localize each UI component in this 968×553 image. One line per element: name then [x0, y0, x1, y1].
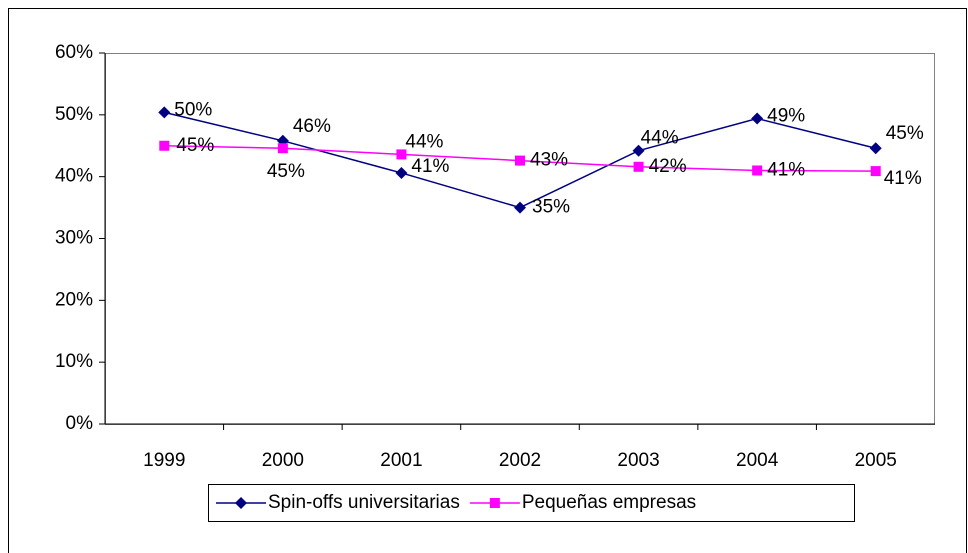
marker — [515, 155, 525, 166]
marker — [514, 201, 526, 214]
marker — [870, 166, 881, 177]
marker — [277, 143, 288, 154]
marker — [633, 161, 644, 172]
marker — [751, 112, 764, 125]
value-label: 44% — [405, 131, 443, 152]
y-tick-label: 30% — [55, 228, 93, 249]
value-label: 44% — [641, 128, 679, 149]
marker — [752, 165, 763, 176]
value-label: 41% — [411, 156, 449, 177]
x-tick-label: 2000 — [262, 450, 304, 471]
x-tick-label: 2003 — [617, 450, 659, 471]
value-label: 45% — [176, 135, 214, 156]
y-tick-label: 0% — [66, 413, 94, 434]
legend-label: Spin-offs universitarias — [268, 492, 460, 513]
y-tick-label: 10% — [55, 351, 93, 372]
legend-marker — [489, 498, 500, 508]
x-tick-label: 1999 — [143, 450, 185, 471]
marker — [632, 144, 645, 157]
y-tick-label: 50% — [55, 104, 93, 125]
marker — [869, 142, 882, 155]
y-tick-label: 20% — [55, 289, 93, 310]
legend — [208, 484, 855, 522]
value-label: 42% — [649, 156, 687, 177]
y-tick-label: 40% — [55, 166, 93, 187]
value-label: 45% — [886, 123, 924, 144]
marker — [158, 106, 171, 119]
value-label: 41% — [884, 168, 922, 189]
x-tick-label: 2002 — [499, 450, 541, 471]
x-tick-label: 2001 — [380, 450, 422, 471]
value-label: 41% — [767, 159, 805, 180]
marker — [396, 149, 407, 160]
marker — [159, 140, 170, 151]
x-tick-label: 2005 — [855, 450, 897, 471]
value-label: 45% — [267, 161, 305, 182]
legend-marker — [235, 497, 247, 509]
marker — [395, 166, 408, 179]
legend-label: Pequeñas empresas — [522, 492, 696, 513]
value-label: 50% — [174, 99, 212, 120]
plot-area — [105, 53, 935, 425]
value-label: 35% — [532, 197, 570, 218]
x-tick-label: 2004 — [736, 450, 779, 471]
y-tick-label: 60% — [55, 42, 93, 63]
value-label: 43% — [530, 150, 568, 171]
value-label: 46% — [293, 116, 331, 137]
value-label: 49% — [767, 106, 805, 127]
